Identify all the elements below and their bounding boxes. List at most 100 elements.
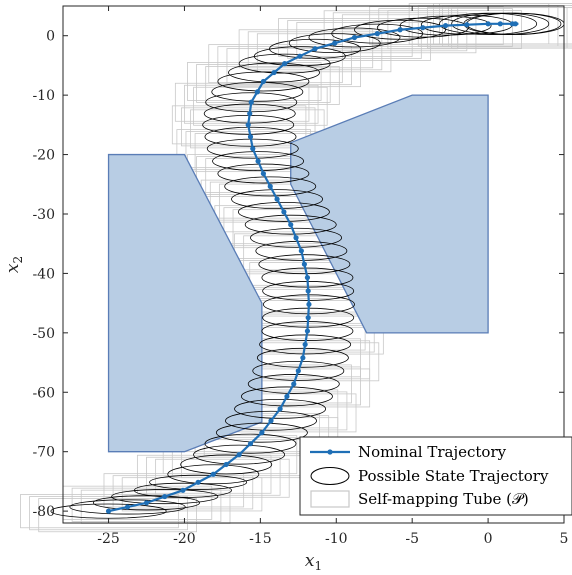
x-tick-label: -15: [249, 531, 272, 547]
trajectory-point: [254, 89, 260, 95]
tube-box: [38, 498, 198, 533]
tube-box: [378, 8, 513, 48]
trajectory-point: [162, 493, 168, 500]
tube-box: [217, 46, 352, 86]
state-ellipse: [376, 17, 469, 38]
state-ellipse: [180, 454, 273, 475]
trajectory-point: [304, 274, 311, 281]
tube-box: [287, 20, 422, 59]
trajectory-point: [288, 222, 294, 228]
trajectory-point: [295, 368, 301, 374]
x-tick-label: 0: [484, 531, 493, 547]
state-ellipse: [111, 489, 219, 505]
state-ellipse: [212, 151, 305, 172]
trajectory-point: [282, 61, 288, 67]
legend-trajectory-marker: [327, 449, 333, 455]
trajectory-point: [374, 31, 380, 37]
y-tick-label: -20: [32, 148, 55, 164]
trajectory-point: [210, 471, 216, 477]
state-ellipse: [237, 202, 330, 222]
trajectory-point: [124, 504, 131, 510]
state-ellipse: [211, 81, 304, 102]
trajectory-point: [297, 53, 303, 59]
trajectory-point: [442, 23, 449, 29]
tube-box: [208, 44, 343, 84]
state-ellipse: [269, 38, 361, 59]
tube-box: [155, 458, 290, 498]
state-ellipse: [234, 398, 327, 419]
trajectory-point: [255, 158, 261, 164]
trajectory-point: [305, 288, 311, 294]
state-ellipse: [252, 360, 345, 381]
y-tick-label: -40: [32, 266, 55, 282]
possible-state-ellipses: [50, 12, 565, 519]
state-ellipse: [224, 176, 317, 197]
obstacles: [107, 94, 489, 453]
state-ellipse: [217, 163, 310, 184]
state-ellipse: [193, 444, 286, 465]
trajectory-point: [260, 170, 266, 177]
y-tick-label: -30: [32, 207, 55, 223]
trajectory-point: [305, 315, 311, 321]
x-tick-label: -25: [97, 531, 120, 547]
trajectory-point: [291, 381, 297, 387]
axis-labels: x1 x2: [3, 256, 322, 573]
trajectory-point: [302, 341, 308, 348]
trajectory-point: [247, 134, 254, 140]
obstacle-1: [107, 153, 263, 453]
trajectory-point: [281, 209, 287, 215]
tube-box: [296, 22, 431, 61]
state-ellipse: [215, 422, 308, 443]
state-ellipse: [240, 386, 333, 407]
legend-label: Possible State Trajectory: [358, 467, 549, 485]
trajectory-point: [332, 40, 338, 46]
state-ellipse: [354, 19, 446, 40]
obstacle-2: [290, 94, 489, 334]
y-tick-label: -70: [32, 445, 55, 461]
x-tick-label: -20: [173, 531, 196, 547]
y-tick-label: -60: [32, 385, 55, 401]
trajectory-point: [306, 301, 312, 307]
state-ellipse: [228, 62, 320, 83]
y-tick-label: -80: [32, 504, 55, 520]
trajectory-point: [298, 248, 304, 254]
tube-box: [190, 109, 325, 149]
state-ellipse: [247, 374, 340, 394]
y-tick-label: 0: [46, 29, 55, 45]
tube-box: [457, 7, 572, 49]
trajectory-point: [180, 487, 186, 493]
trajectory-point: [223, 461, 229, 468]
state-ellipse: [258, 254, 351, 275]
trajectory-point: [301, 261, 307, 267]
state-ellipse: [259, 334, 352, 355]
state-ellipse: [206, 138, 299, 159]
tube-box: [29, 496, 188, 531]
x-tick-label: -10: [325, 531, 348, 547]
tube-box: [369, 6, 504, 46]
trajectory-point: [245, 122, 251, 128]
state-ellipse: [149, 474, 248, 490]
trajectory-point: [420, 25, 426, 31]
tube-box: [387, 10, 522, 50]
trajectory-point: [497, 21, 503, 27]
tube-box: [205, 66, 340, 105]
trajectory-point: [284, 393, 290, 400]
state-ellipse: [92, 495, 201, 511]
state-ellipse: [308, 27, 401, 48]
trajectory-point: [260, 78, 266, 85]
trajectory-point: [351, 34, 358, 41]
trajectory-point: [274, 196, 280, 202]
y-axis-label: x2: [3, 256, 25, 273]
trajectory-point: [236, 452, 242, 458]
trajectory-point: [268, 418, 274, 424]
state-ellipse: [225, 410, 317, 431]
tube-box: [187, 62, 322, 101]
trajectory-point: [300, 355, 306, 361]
trajectory-point: [304, 328, 311, 334]
trajectory-point: [512, 21, 519, 27]
x-tick-label: 5: [560, 531, 569, 547]
trajectory-point: [397, 27, 403, 33]
state-ellipse: [167, 464, 260, 485]
plot-frame: [62, 5, 565, 524]
